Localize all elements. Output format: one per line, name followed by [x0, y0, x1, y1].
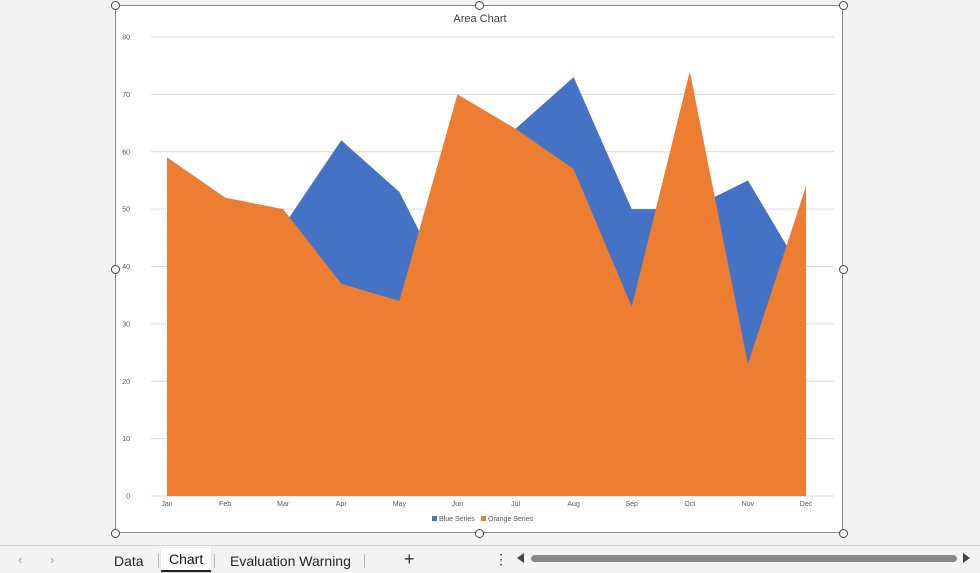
- legend-swatch: [481, 516, 486, 521]
- x-tick-label: Nov: [742, 501, 755, 508]
- sheet-tab-chart[interactable]: Chart: [161, 548, 212, 572]
- chevron-right-icon[interactable]: ›: [50, 552, 55, 567]
- x-tick-label: May: [393, 501, 407, 508]
- tab-divider: [364, 554, 365, 568]
- resize-handle-top-left[interactable]: [111, 1, 120, 10]
- resize-handle-top-right[interactable]: [839, 1, 848, 10]
- legend[interactable]: Blue Series Orange Series: [432, 516, 534, 523]
- legend-entry: Blue Series: [439, 516, 475, 523]
- resize-handle-top-center[interactable]: [475, 1, 484, 10]
- y-tick-label: 30: [122, 321, 130, 328]
- resize-handle-middle-left[interactable]: [111, 265, 120, 274]
- plot-area: [167, 71, 806, 497]
- y-tick-label: 20: [122, 379, 130, 386]
- x-tick-label: Feb: [219, 501, 231, 508]
- y-tick-label: 60: [122, 149, 130, 156]
- sheet-tab-evaluation-warning[interactable]: Evaluation Warning: [230, 553, 351, 569]
- resize-handle-bottom-center[interactable]: [475, 529, 484, 538]
- sheet-tab-bar: ‹ › Data Chart Evaluation Warning + ⋮: [0, 545, 980, 573]
- legend-swatch: [432, 516, 437, 521]
- chart-title: Area Chart: [453, 13, 506, 25]
- more-options-icon[interactable]: ⋮: [494, 551, 508, 567]
- legend-entry: Orange Series: [488, 516, 534, 523]
- y-axis-ticks: 0 10 20 30 40 50 60 70 80: [122, 35, 130, 501]
- x-tick-label: Dec: [800, 501, 813, 508]
- y-tick-label: 50: [122, 207, 130, 214]
- y-tick-label: 70: [122, 92, 130, 99]
- chart-object[interactable]: Area Chart 0 10 20 30 40 50 60 70 80 Jan Feb Mar Ap…: [115, 5, 843, 533]
- x-tick-label: Jul: [511, 501, 520, 508]
- chevron-left-icon[interactable]: ‹: [18, 552, 23, 567]
- resize-handle-bottom-left[interactable]: [111, 529, 120, 538]
- worksheet-area[interactable]: Area Chart 0 10 20 30 40 50 60 70 80 Jan Feb Mar Ap…: [0, 0, 980, 545]
- x-tick-label: Jan: [161, 501, 172, 508]
- resize-handle-bottom-right[interactable]: [839, 529, 848, 538]
- tab-divider: [214, 554, 215, 568]
- area-series-1[interactable]: [167, 71, 806, 497]
- tab-divider: [158, 554, 159, 568]
- x-tick-label: Sep: [625, 501, 638, 508]
- x-axis-ticks: Jan Feb Mar Apr May Jun Jul Aug Sep Oct Nov Dec: [161, 501, 812, 508]
- scroll-right-icon[interactable]: [963, 553, 970, 563]
- x-tick-label: Jun: [452, 501, 463, 508]
- x-tick-label: Oct: [684, 501, 695, 508]
- scroll-left-icon[interactable]: [517, 553, 524, 563]
- sheet-tab-data[interactable]: Data: [114, 553, 144, 569]
- horizontal-scrollbar-thumb[interactable]: [531, 555, 957, 562]
- x-tick-label: Apr: [336, 501, 348, 508]
- x-tick-label: Aug: [567, 501, 580, 508]
- resize-handle-middle-right[interactable]: [839, 265, 848, 274]
- x-tick-label: Mar: [277, 501, 290, 508]
- chart-svg: Area Chart 0 10 20 30 40 50 60 70 80 Jan Feb Mar Ap…: [122, 13, 834, 523]
- y-tick-label: 80: [122, 35, 130, 42]
- y-tick-label: 40: [122, 264, 130, 271]
- y-tick-label: 0: [126, 494, 130, 501]
- y-tick-label: 10: [122, 436, 130, 443]
- add-sheet-button[interactable]: +: [404, 549, 415, 569]
